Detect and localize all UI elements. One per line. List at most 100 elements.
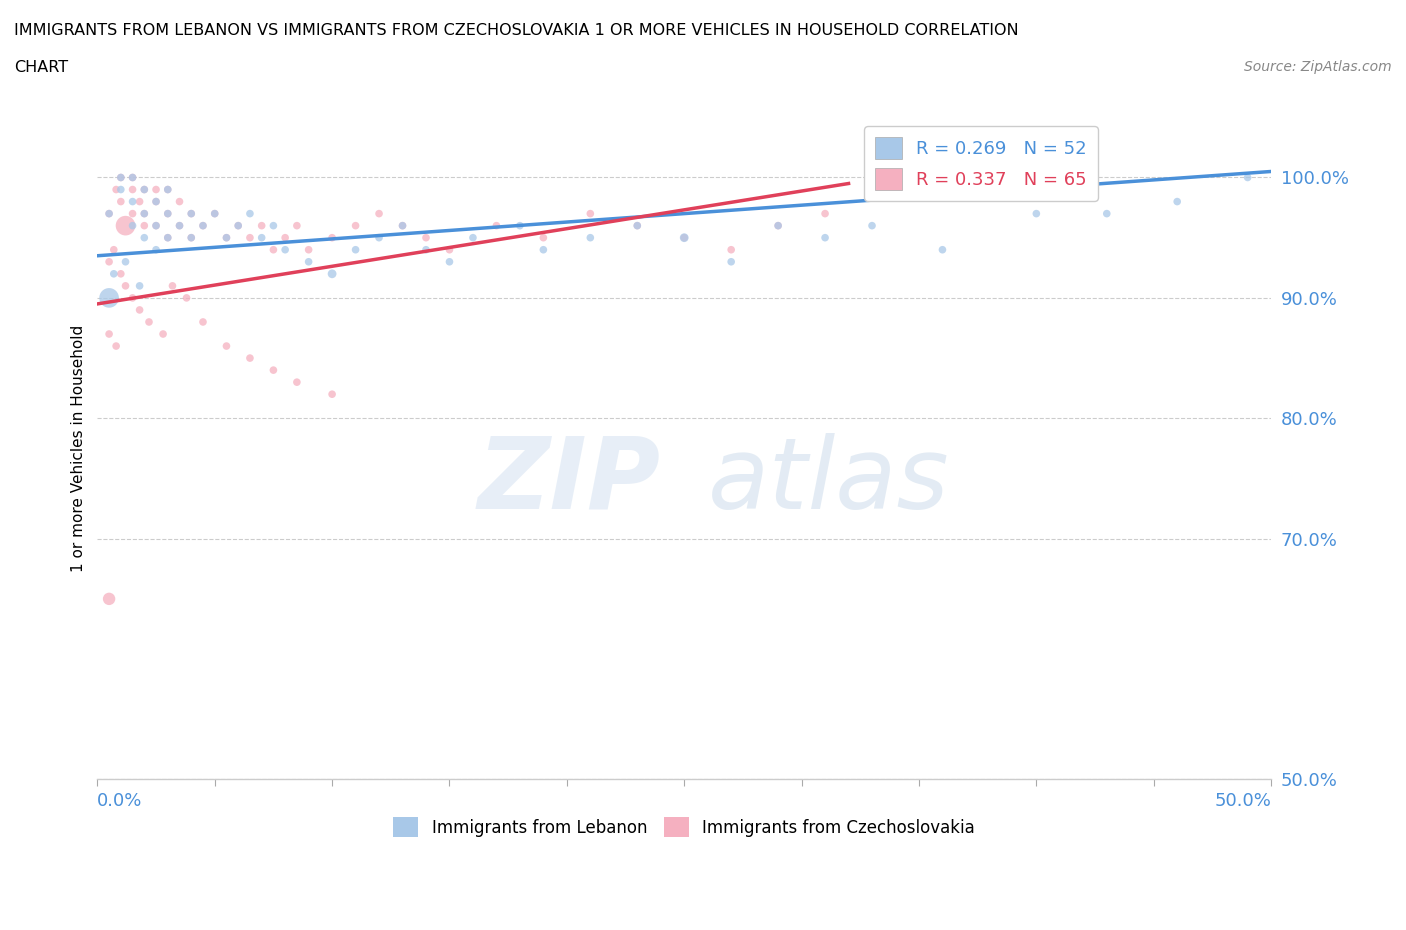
- Point: [485, 219, 508, 233]
- Point: [145, 243, 167, 258]
- Point: [134, 182, 156, 197]
- Point: [121, 290, 143, 305]
- Point: [180, 231, 202, 246]
- Point: [204, 206, 226, 221]
- Point: [180, 206, 202, 221]
- Point: [1236, 170, 1258, 185]
- Point: [191, 219, 214, 233]
- Point: [105, 339, 128, 353]
- Point: [720, 243, 742, 258]
- Point: [321, 266, 343, 281]
- Point: [98, 591, 121, 606]
- Point: [344, 243, 367, 258]
- Point: [720, 254, 742, 269]
- Point: [579, 231, 602, 246]
- Point: [156, 231, 179, 246]
- Point: [626, 219, 648, 233]
- Point: [121, 206, 143, 221]
- Text: 0.0%: 0.0%: [97, 791, 143, 809]
- Point: [105, 182, 128, 197]
- Point: [180, 231, 202, 246]
- Point: [134, 231, 156, 246]
- Point: [766, 219, 789, 233]
- Point: [766, 219, 789, 233]
- Point: [531, 231, 554, 246]
- Text: IMMIGRANTS FROM LEBANON VS IMMIGRANTS FROM CZECHOSLOVAKIA 1 OR MORE VEHICLES IN : IMMIGRANTS FROM LEBANON VS IMMIGRANTS FR…: [14, 23, 1019, 38]
- Point: [103, 243, 125, 258]
- Point: [509, 219, 531, 233]
- Point: [121, 182, 143, 197]
- Point: [285, 219, 308, 233]
- Point: [250, 219, 273, 233]
- Point: [321, 231, 343, 246]
- Point: [239, 231, 262, 246]
- Point: [250, 231, 273, 246]
- Point: [134, 206, 156, 221]
- Point: [226, 219, 249, 233]
- Point: [176, 290, 198, 305]
- Point: [110, 194, 132, 209]
- Legend: Immigrants from Lebanon, Immigrants from Czechoslovakia: Immigrants from Lebanon, Immigrants from…: [387, 810, 981, 844]
- Point: [298, 243, 321, 258]
- Point: [128, 278, 150, 293]
- Point: [128, 194, 150, 209]
- Point: [673, 231, 696, 246]
- Point: [169, 219, 191, 233]
- Point: [415, 243, 437, 258]
- Point: [368, 231, 391, 246]
- Text: Source: ZipAtlas.com: Source: ZipAtlas.com: [1244, 60, 1392, 74]
- Y-axis label: 1 or more Vehicles in Household: 1 or more Vehicles in Household: [72, 325, 86, 572]
- Point: [169, 194, 191, 209]
- Point: [121, 219, 143, 233]
- Point: [114, 278, 136, 293]
- Point: [1166, 194, 1188, 209]
- Point: [121, 170, 143, 185]
- Point: [239, 206, 262, 221]
- Point: [814, 206, 837, 221]
- Point: [391, 219, 413, 233]
- Point: [121, 170, 143, 185]
- Point: [215, 231, 238, 246]
- Point: [134, 206, 156, 221]
- Point: [156, 206, 179, 221]
- Point: [110, 266, 132, 281]
- Point: [262, 219, 284, 233]
- Point: [215, 339, 238, 353]
- Point: [152, 326, 174, 341]
- Point: [114, 254, 136, 269]
- Point: [121, 194, 143, 209]
- Point: [114, 219, 136, 233]
- Text: atlas: atlas: [707, 433, 949, 530]
- Point: [415, 231, 437, 246]
- Point: [368, 206, 391, 221]
- Point: [860, 219, 883, 233]
- Point: [103, 266, 125, 281]
- Point: [98, 206, 121, 221]
- Point: [262, 363, 284, 378]
- Point: [134, 182, 156, 197]
- Point: [239, 351, 262, 365]
- Point: [98, 254, 121, 269]
- Point: [156, 182, 179, 197]
- Point: [461, 231, 484, 246]
- Point: [262, 243, 284, 258]
- Point: [673, 231, 696, 246]
- Point: [191, 219, 214, 233]
- Point: [391, 219, 413, 233]
- Point: [145, 219, 167, 233]
- Point: [110, 170, 132, 185]
- Point: [145, 182, 167, 197]
- Point: [156, 182, 179, 197]
- Point: [215, 231, 238, 246]
- Point: [531, 243, 554, 258]
- Point: [439, 243, 461, 258]
- Point: [298, 254, 321, 269]
- Point: [156, 231, 179, 246]
- Text: ZIP: ZIP: [478, 433, 661, 530]
- Point: [145, 219, 167, 233]
- Point: [145, 194, 167, 209]
- Point: [931, 243, 953, 258]
- Point: [180, 206, 202, 221]
- Point: [626, 219, 648, 233]
- Text: 50.0%: 50.0%: [1215, 791, 1271, 809]
